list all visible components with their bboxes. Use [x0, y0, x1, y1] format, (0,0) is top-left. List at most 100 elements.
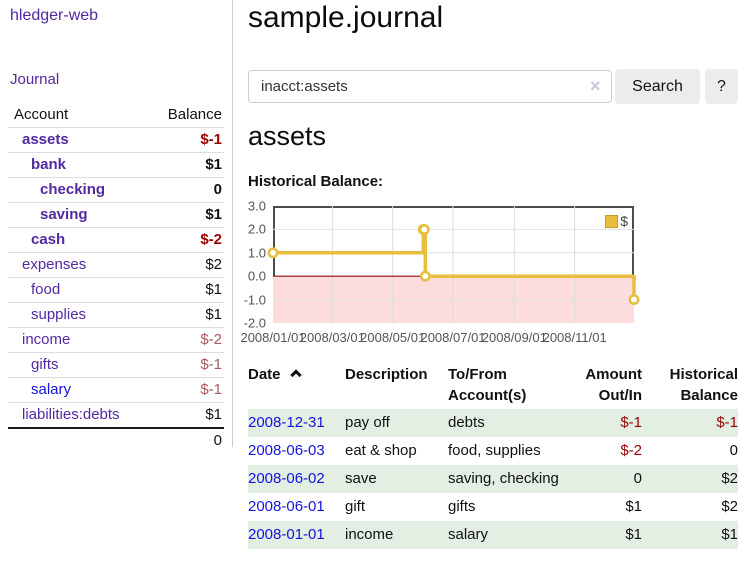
account-link[interactable]: salary: [31, 381, 72, 398]
y-axis-tick-label: -2.0: [243, 315, 266, 331]
account-link[interactable]: supplies: [31, 306, 87, 323]
transaction-description: income: [345, 521, 448, 549]
account-row: assets $-1: [8, 128, 224, 153]
account-balance: $1: [146, 402, 224, 428]
transaction-balance: $2: [721, 498, 738, 515]
transaction-description: eat & shop: [345, 442, 417, 459]
account-title: assets: [248, 121, 327, 151]
historical-balance-chart: $ 3.0 2.0 1.0 0.0 -1.0 -2.0 2008/01/01 2008/03…: [240, 199, 640, 345]
register-column-header[interactable]: Date: [248, 362, 345, 409]
y-axis-tick-label: 3.0: [247, 198, 266, 214]
transaction-date-link[interactable]: 2008-06-03: [248, 442, 325, 459]
register-column-header: Description: [345, 366, 428, 383]
register-table: Date Description To/From Account(s) Amount O…: [248, 362, 738, 549]
transaction-accounts: food, supplies: [448, 442, 541, 459]
account-row: salary $-1: [8, 377, 224, 403]
account-link[interactable]: bank: [31, 156, 67, 173]
transaction-amount: 0: [560, 465, 642, 493]
account-link[interactable]: liabilities:debts: [22, 406, 120, 423]
sidebar: hledger-web Journal Account Balance asse…: [0, 0, 233, 453]
sidebar-item-journal[interactable]: Journal: [10, 71, 60, 88]
search-button[interactable]: Search: [615, 69, 700, 104]
account-link[interactable]: assets: [22, 131, 69, 148]
register-column-header: Amount Out/In: [585, 366, 642, 404]
transaction-accounts: salary: [448, 521, 560, 549]
account-row: food $1: [8, 277, 224, 303]
register-row: 2008-01-01 income salary $1 $1: [248, 521, 738, 549]
chart-title: Historical Balance:: [248, 173, 384, 190]
register-row: 2008-06-01 gift gifts $1 $2: [248, 493, 738, 521]
account-balance: $-2: [146, 327, 224, 353]
legend-swatch-icon: [605, 214, 619, 228]
transaction-accounts: debts: [448, 409, 560, 437]
transaction-balance: 0: [729, 442, 738, 459]
account-link[interactable]: cash: [31, 231, 66, 248]
accounts-table: Account Balance assets $-1 bank $1 checking 0…: [8, 103, 224, 453]
transaction-balance: $-1: [642, 409, 738, 437]
account-balance: $-1: [146, 352, 224, 378]
account-link[interactable]: gifts: [31, 356, 59, 373]
account-balance: $-1: [200, 131, 222, 148]
register-row: 2008-06-03 eat & shop food, supplies $-2 0: [248, 437, 738, 465]
accounts-total-row: 0: [8, 427, 224, 453]
x-axis-tick-label: 2008/05/01: [360, 330, 426, 345]
register-row: 2008-12-31 pay off debts $-1 $-1: [248, 409, 738, 437]
y-axis-tick-label: 1.0: [247, 245, 266, 261]
account-balance: $1: [146, 302, 224, 328]
transaction-accounts: gifts: [448, 498, 476, 515]
x-axis-tick-label: 2008/09/01: [481, 330, 547, 345]
register-row: 2008-06-02 save saving, checking 0 $2: [248, 465, 738, 493]
account-row: income $-2: [8, 327, 224, 353]
brand-link[interactable]: hledger-web: [10, 7, 99, 24]
x-axis-tick-label: 2008/03/01: [299, 330, 365, 345]
account-link[interactable]: food: [31, 281, 61, 298]
account-link[interactable]: saving: [40, 206, 88, 223]
register-header-row: Date Description To/From Account(s) Amount O…: [248, 362, 738, 409]
transaction-balance: $1: [642, 521, 738, 549]
transaction-date-link[interactable]: 2008-12-31: [248, 414, 325, 431]
account-row: bank $1: [8, 152, 224, 178]
y-axis-tick-label: 0.0: [247, 268, 266, 284]
x-axis-tick-label: 2008/11/01: [542, 330, 607, 345]
account-balance: $1: [146, 277, 224, 303]
account-balance: $-2: [146, 227, 224, 253]
account-link[interactable]: checking: [40, 181, 106, 198]
main-content: sample.journal × Search ? assets Histori…: [240, 0, 738, 582]
search-input[interactable]: [248, 70, 612, 103]
transaction-description: gift: [345, 498, 366, 515]
page-title: sample.journal: [248, 1, 444, 34]
legend-label: $: [620, 213, 628, 229]
register-column-header: To/From Account(s): [448, 366, 527, 404]
chart-plot-area: $: [267, 206, 640, 323]
account-row: saving $1: [8, 202, 224, 228]
chart-canvas: [267, 206, 640, 323]
clear-search-icon[interactable]: ×: [590, 76, 601, 96]
account-balance: $1: [146, 202, 224, 228]
account-link[interactable]: expenses: [22, 256, 87, 273]
transaction-balance: $2: [642, 465, 738, 493]
transaction-description: pay off: [345, 409, 448, 437]
transaction-date-link[interactable]: 2008-01-01: [248, 526, 325, 543]
transaction-amount: $-2: [620, 442, 642, 459]
accounts-header-row: Account Balance: [8, 103, 224, 128]
account-link[interactable]: income: [22, 331, 71, 348]
transaction-date-link[interactable]: 2008-06-02: [248, 470, 325, 487]
accounts-header-account: Account: [8, 103, 147, 128]
account-balance: 0: [146, 177, 224, 203]
account-row: cash $-2: [8, 227, 224, 253]
transaction-amount: $-1: [560, 409, 642, 437]
transaction-amount: $1: [560, 521, 642, 549]
account-row: checking 0: [8, 177, 224, 203]
help-button[interactable]: ?: [705, 69, 738, 104]
account-balance: $-1: [146, 377, 224, 403]
y-axis-tick-label: 2.0: [247, 221, 266, 237]
account-balance: $2: [146, 252, 224, 278]
account-row: supplies $1: [8, 302, 224, 328]
account-row: gifts $-1: [8, 352, 224, 378]
accounts-total-value: 0: [146, 427, 224, 453]
y-axis-tick-label: -1.0: [243, 292, 266, 308]
transaction-accounts: saving, checking: [448, 465, 560, 493]
transaction-date-link[interactable]: 2008-06-01: [248, 498, 325, 515]
account-row: liabilities:debts $1: [8, 402, 224, 428]
transaction-description: save: [345, 465, 448, 493]
